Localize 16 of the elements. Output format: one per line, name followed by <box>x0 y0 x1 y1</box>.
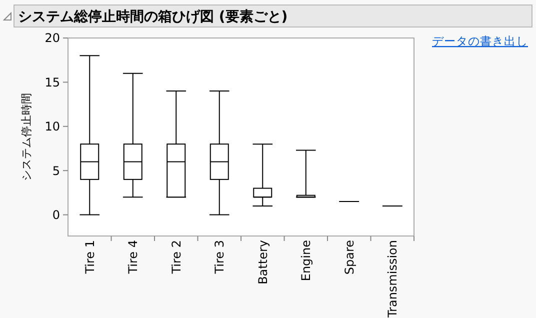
x-tick-label: Spare <box>342 240 356 275</box>
x-tick-label: Tire 3 <box>212 240 227 275</box>
y-tick-label: 0 <box>52 208 60 222</box>
x-tick-label: Tire 4 <box>126 240 140 275</box>
x-tick-label: Transmission <box>386 240 400 318</box>
x-tick-label: Tire 2 <box>169 240 184 275</box>
y-axis-title: システム停止時間 <box>20 93 33 181</box>
text: データの書き出し <box>432 34 528 48</box>
chart-title: システム総停止時間の箱ひげ図 (要素ごと) <box>18 9 288 25</box>
y-tick-label: 15 <box>44 75 60 90</box>
y-tick-label: 20 <box>44 31 60 46</box>
x-tick-label: Battery <box>256 240 270 284</box>
x-tick-label: Tire 1 <box>82 240 97 275</box>
y-tick-label: 10 <box>44 120 60 134</box>
y-tick-label: 5 <box>52 164 60 178</box>
x-tick-label: Engine <box>299 240 314 282</box>
